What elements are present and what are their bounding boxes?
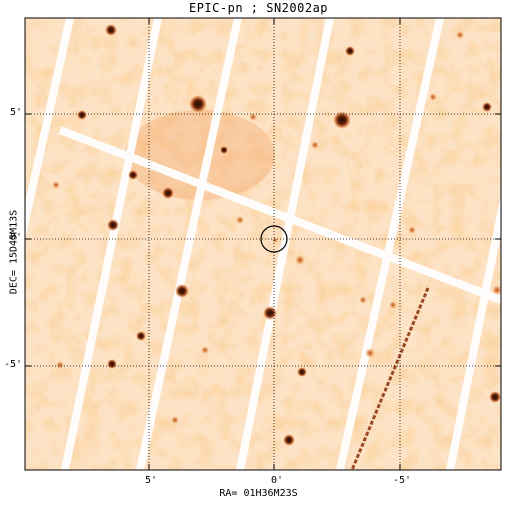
x-axis-label: RA= 01H36M23S	[219, 488, 298, 499]
image-title: EPIC-pn ; SN2002ap	[188, 1, 329, 15]
x-tick-label: 5'	[145, 475, 158, 486]
x-tick-label: -5'	[393, 475, 412, 486]
y-tick-label: 0'	[10, 232, 23, 243]
xray-sources	[52, 24, 501, 446]
y-tick-label: 5'	[10, 107, 23, 118]
y-tick-label: -5'	[4, 359, 23, 370]
exposure-map	[25, 18, 501, 470]
x-tick-label: 0'	[271, 475, 284, 486]
readout-streak	[350, 287, 430, 470]
plot-frame	[24, 17, 502, 471]
target-circle-marker	[260, 225, 288, 253]
ccd-chip-gaps	[25, 18, 501, 470]
y-axis-label: DEC= 15D45M13S	[8, 209, 20, 295]
axis-ticks	[25, 18, 501, 470]
coordinate-grid	[25, 18, 501, 470]
